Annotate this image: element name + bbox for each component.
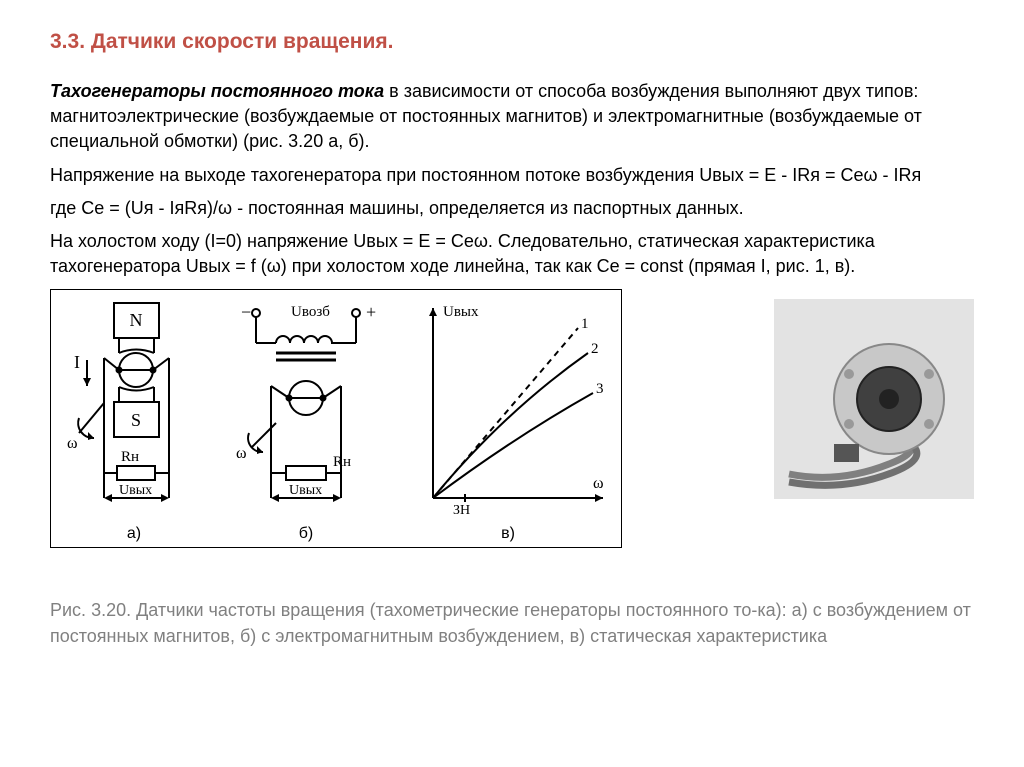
figure-row: N S <box>50 289 974 548</box>
svg-text:ω: ω <box>593 475 604 492</box>
svg-text:Rн: Rн <box>333 454 351 470</box>
svg-text:Rн: Rн <box>121 449 139 465</box>
lead-bold: Тахогенераторы постоянного тока <box>50 81 384 101</box>
svg-text:N: N <box>130 310 143 330</box>
svg-text:ЗН: ЗН <box>453 503 470 518</box>
figure-caption: Рис. 3.20. Датчики частоты вращения (тах… <box>50 598 974 648</box>
svg-text:S: S <box>131 410 141 430</box>
svg-text:Uвозб: Uвозб <box>291 304 330 320</box>
svg-text:1: 1 <box>581 316 589 332</box>
diagram-a: N S <box>59 298 209 543</box>
svg-text:2: 2 <box>591 341 599 357</box>
schematic-a-svg: N S <box>59 298 209 518</box>
diagram-c: Uвых ω ЗН 1 2 3 в) <box>403 298 613 543</box>
svg-text:Uвых: Uвых <box>119 483 152 498</box>
svg-text:ω: ω <box>67 435 78 452</box>
paragraph-1: Тахогенераторы постоянного тока в зависи… <box>50 79 974 155</box>
diagram-c-label: в) <box>403 525 613 543</box>
diagram-b-label: б) <box>221 525 391 543</box>
device-svg <box>779 304 969 494</box>
svg-text:Uвых: Uвых <box>289 483 322 498</box>
diagram-b: − + Uвозб <box>221 298 391 543</box>
svg-text:−: − <box>241 302 251 322</box>
paragraph-3: где Се = (Uя - IяRя)/ω - постоянная маши… <box>50 196 974 221</box>
svg-text:Uвых: Uвых <box>443 304 479 320</box>
diagram-box: N S <box>50 289 622 548</box>
chart-c-svg: Uвых ω ЗН 1 2 3 <box>403 298 613 518</box>
paragraph-4: На холостом ходу (I=0) напряжение Uвых =… <box>50 229 974 279</box>
schematic-b-svg: − + Uвозб <box>221 298 391 518</box>
diagram-a-label: а) <box>59 525 209 543</box>
section-title: 3.3. Датчики скорости вращения. <box>50 30 974 54</box>
svg-text:3: 3 <box>596 381 604 397</box>
svg-text:I: I <box>74 352 80 372</box>
svg-text:+: + <box>366 302 376 322</box>
device-photo <box>774 299 974 499</box>
svg-text:ω: ω <box>236 445 247 462</box>
paragraph-2: Напряжение на выходе тахогенератора при … <box>50 163 974 188</box>
